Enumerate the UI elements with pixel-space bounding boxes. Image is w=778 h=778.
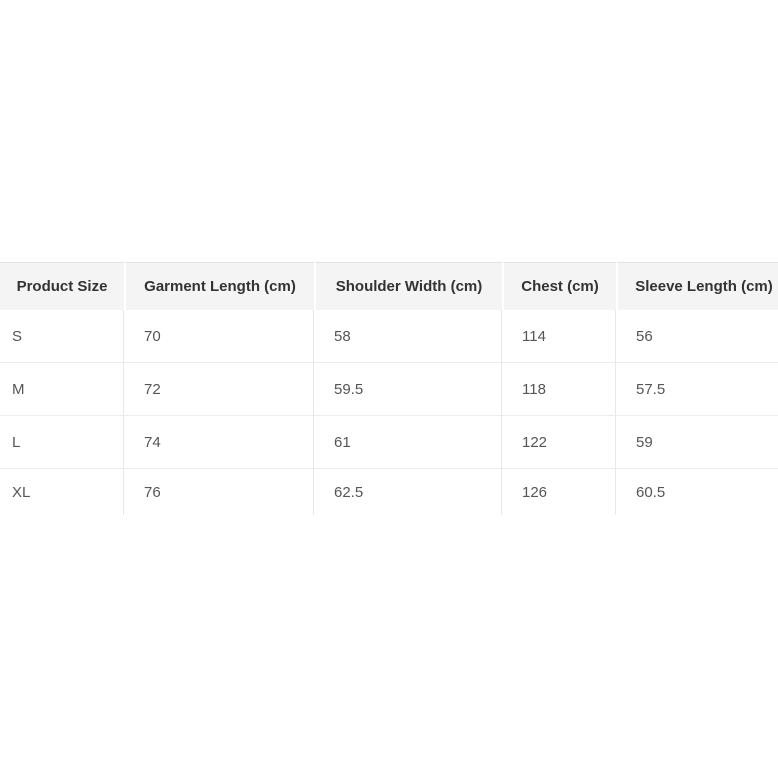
column-header-chest: Chest (cm): [502, 262, 616, 310]
table-header-row: Product Size Garment Length (cm) Shoulde…: [0, 262, 778, 310]
column-header-sleeve-length: Sleeve Length (cm): [616, 262, 778, 310]
cell-garment-length: 74: [124, 416, 314, 469]
cell-chest: 126: [502, 469, 616, 515]
cell-chest: 118: [502, 363, 616, 416]
cell-sleeve-length: 59: [616, 416, 778, 469]
cell-product-size: XL: [0, 469, 124, 515]
column-header-shoulder-width: Shoulder Width (cm): [314, 262, 502, 310]
cell-chest: 122: [502, 416, 616, 469]
cell-sleeve-length: 57.5: [616, 363, 778, 416]
cell-shoulder-width: 58: [314, 310, 502, 363]
table-row-size-l: L 74 61 122 59: [0, 416, 778, 469]
cell-shoulder-width: 61: [314, 416, 502, 469]
cell-shoulder-width: 62.5: [314, 469, 502, 515]
table-row-size-s: S 70 58 114 56: [0, 310, 778, 363]
column-header-garment-length: Garment Length (cm): [124, 262, 314, 310]
cell-chest: 114: [502, 310, 616, 363]
cell-product-size: S: [0, 310, 124, 363]
column-header-product-size: Product Size: [0, 262, 124, 310]
cell-garment-length: 70: [124, 310, 314, 363]
cell-product-size: M: [0, 363, 124, 416]
cell-garment-length: 72: [124, 363, 314, 416]
size-chart-table: Product Size Garment Length (cm) Shoulde…: [0, 262, 778, 515]
table-row-size-m: M 72 59.5 118 57.5: [0, 363, 778, 416]
cell-sleeve-length: 60.5: [616, 469, 778, 515]
table-row-size-xl: XL 76 62.5 126 60.5: [0, 469, 778, 515]
cell-shoulder-width: 59.5: [314, 363, 502, 416]
cell-product-size: L: [0, 416, 124, 469]
size-chart-section: Product Size Garment Length (cm) Shoulde…: [0, 262, 778, 515]
cell-garment-length: 76: [124, 469, 314, 515]
cell-sleeve-length: 56: [616, 310, 778, 363]
